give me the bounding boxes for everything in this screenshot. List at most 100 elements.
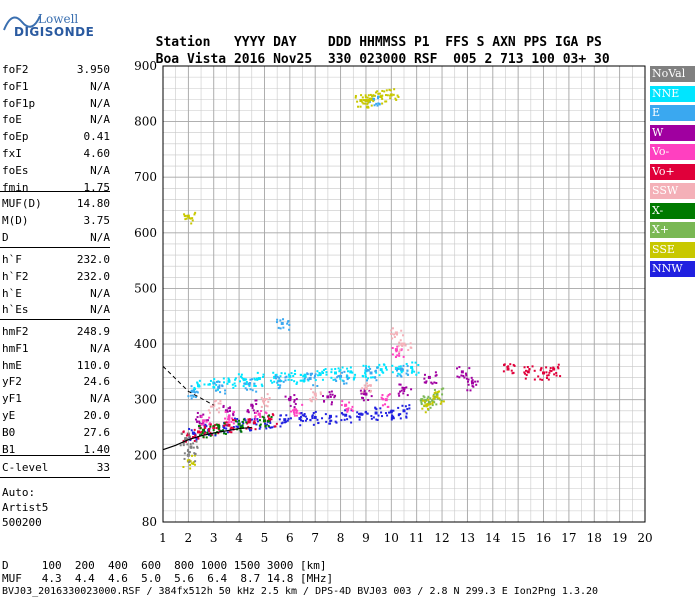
param-value: 33 [96,461,110,474]
data-point [192,461,195,464]
data-point [282,326,285,329]
data-point [194,396,197,399]
data-point [222,381,225,384]
data-point [427,398,430,401]
data-point [302,375,305,378]
data-point [244,419,247,422]
data-point [375,371,378,374]
data-point [374,406,377,409]
param-he: h`E N/A [2,286,110,301]
data-point [237,422,241,426]
data-point [415,373,418,376]
data-point [279,375,282,378]
data-point [191,219,194,222]
data-point [556,366,559,369]
data-point [209,427,212,430]
data-point [350,409,353,412]
param-name: yF2 [2,375,22,389]
data-point [557,367,560,370]
param-name: h`Es [2,303,29,317]
data-point [470,376,473,379]
data-point [547,378,550,381]
data-point [547,374,550,377]
param-value: N/A [90,392,110,406]
data-point [366,412,369,415]
data-point [319,374,322,377]
data-point [266,393,269,396]
data-point [295,411,298,414]
data-point [242,385,245,388]
data-point [197,425,200,428]
data-point [431,400,434,403]
data-point [399,339,402,342]
data-point [241,420,244,423]
param-fof1: foF1 N/A [2,79,110,94]
data-point [346,367,349,370]
data-point [402,355,405,358]
data-point [390,409,393,412]
data-point [397,414,400,417]
data-point [341,400,344,403]
data-point [245,427,248,430]
data-point [316,370,319,373]
data-point [405,416,408,419]
data-point [236,426,239,429]
param-value: 110.0 [76,358,110,372]
data-point [377,414,380,417]
data-point [284,372,287,375]
data-point [190,385,193,388]
data-point [277,383,280,386]
data-point [385,89,388,92]
data-point [471,379,474,382]
data-point [255,403,258,406]
data-point [441,393,444,396]
data-point [397,344,400,347]
data-point [346,410,349,413]
data-point [268,397,271,400]
data-point [540,367,543,370]
data-point [248,418,251,421]
data-point [249,388,252,391]
param-clevel: C-level 33 [2,460,110,475]
data-point [209,405,212,408]
data-point [199,431,202,434]
data-point [306,378,309,381]
data-point [326,395,330,399]
data-point [430,381,433,384]
data-point [253,418,256,421]
data-point [471,385,474,388]
legend-item-vo: Vo- [650,144,695,160]
param-name: MUF(D) [2,197,42,210]
data-point [200,433,203,436]
data-point [224,389,227,392]
data-point [391,327,394,330]
panel-separator [0,191,110,192]
data-point [378,92,381,95]
data-point [239,426,242,429]
data-point [271,426,274,429]
data-point [189,217,192,220]
data-point [364,94,367,97]
data-point [419,399,422,402]
data-point [227,421,230,424]
data-point [193,388,196,391]
data-point [238,380,241,383]
param-b0: B0 27.6 [2,425,110,440]
data-point [231,418,234,421]
data-point [285,420,288,423]
data-point [248,382,251,385]
data-point [394,356,397,359]
data-point [266,405,269,408]
data-point [279,327,282,330]
data-point [372,94,375,97]
data-point [423,381,426,384]
param-ye: yE 20.0 [2,408,110,423]
param-name: fmin [2,180,29,194]
autoscale-note-1: Auto: [2,486,36,499]
data-point [324,368,327,371]
data-point [299,412,302,415]
data-point [188,217,191,220]
data-point [541,378,544,381]
data-point [184,439,187,442]
data-point [226,421,229,424]
